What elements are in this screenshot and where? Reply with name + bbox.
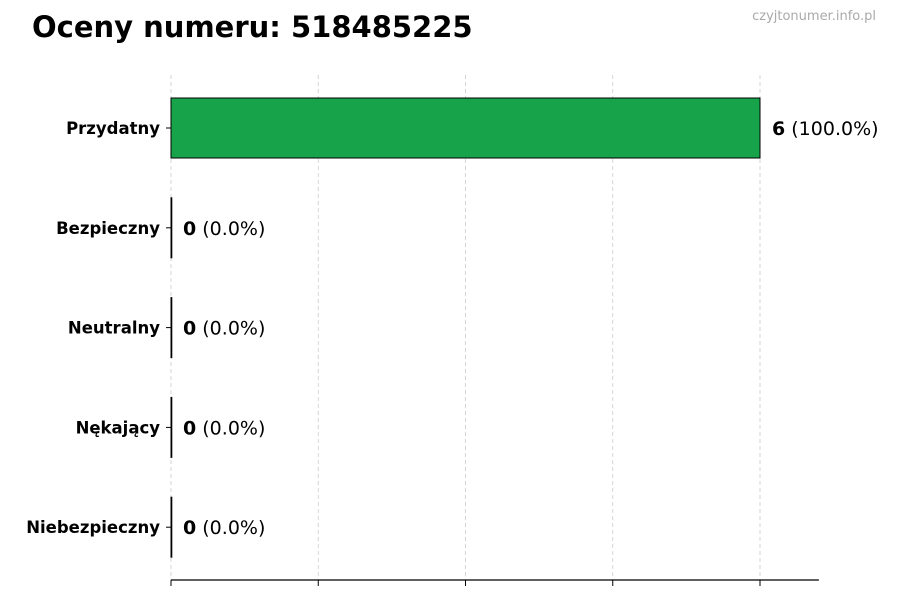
- data-label: 0 (0.0%): [183, 218, 265, 240]
- data-label-value: 0: [183, 417, 196, 439]
- bar: [170, 97, 761, 159]
- watermark: czyjtonumer.info.pl: [752, 9, 876, 24]
- bar: [170, 297, 173, 359]
- category-label: Neutralny: [68, 319, 160, 338]
- bar: [170, 396, 173, 458]
- data-label-value: 0: [183, 318, 196, 340]
- data-label-value: 0: [183, 517, 196, 539]
- data-label: 6 (100.0%): [772, 118, 879, 140]
- data-label: 0 (0.0%): [183, 417, 265, 439]
- bar: [170, 496, 173, 558]
- data-label-value: 6: [772, 118, 785, 140]
- data-label-percent: (100.0%): [785, 118, 878, 140]
- category-label: Przydatny: [66, 119, 160, 138]
- data-label-value: 0: [183, 218, 196, 240]
- data-label-percent: (0.0%): [196, 218, 265, 240]
- data-label: 0 (0.0%): [183, 517, 265, 539]
- category-label: Niebezpieczny: [26, 518, 160, 537]
- data-label: 0 (0.0%): [183, 318, 265, 340]
- data-label-percent: (0.0%): [196, 517, 265, 539]
- chart-title: Oceny numeru: 518485225: [32, 10, 473, 44]
- category-label: Nękający: [76, 418, 161, 437]
- bar: [170, 197, 173, 259]
- data-label-percent: (0.0%): [196, 318, 265, 340]
- category-label: Bezpieczny: [56, 219, 160, 238]
- data-label-percent: (0.0%): [196, 417, 265, 439]
